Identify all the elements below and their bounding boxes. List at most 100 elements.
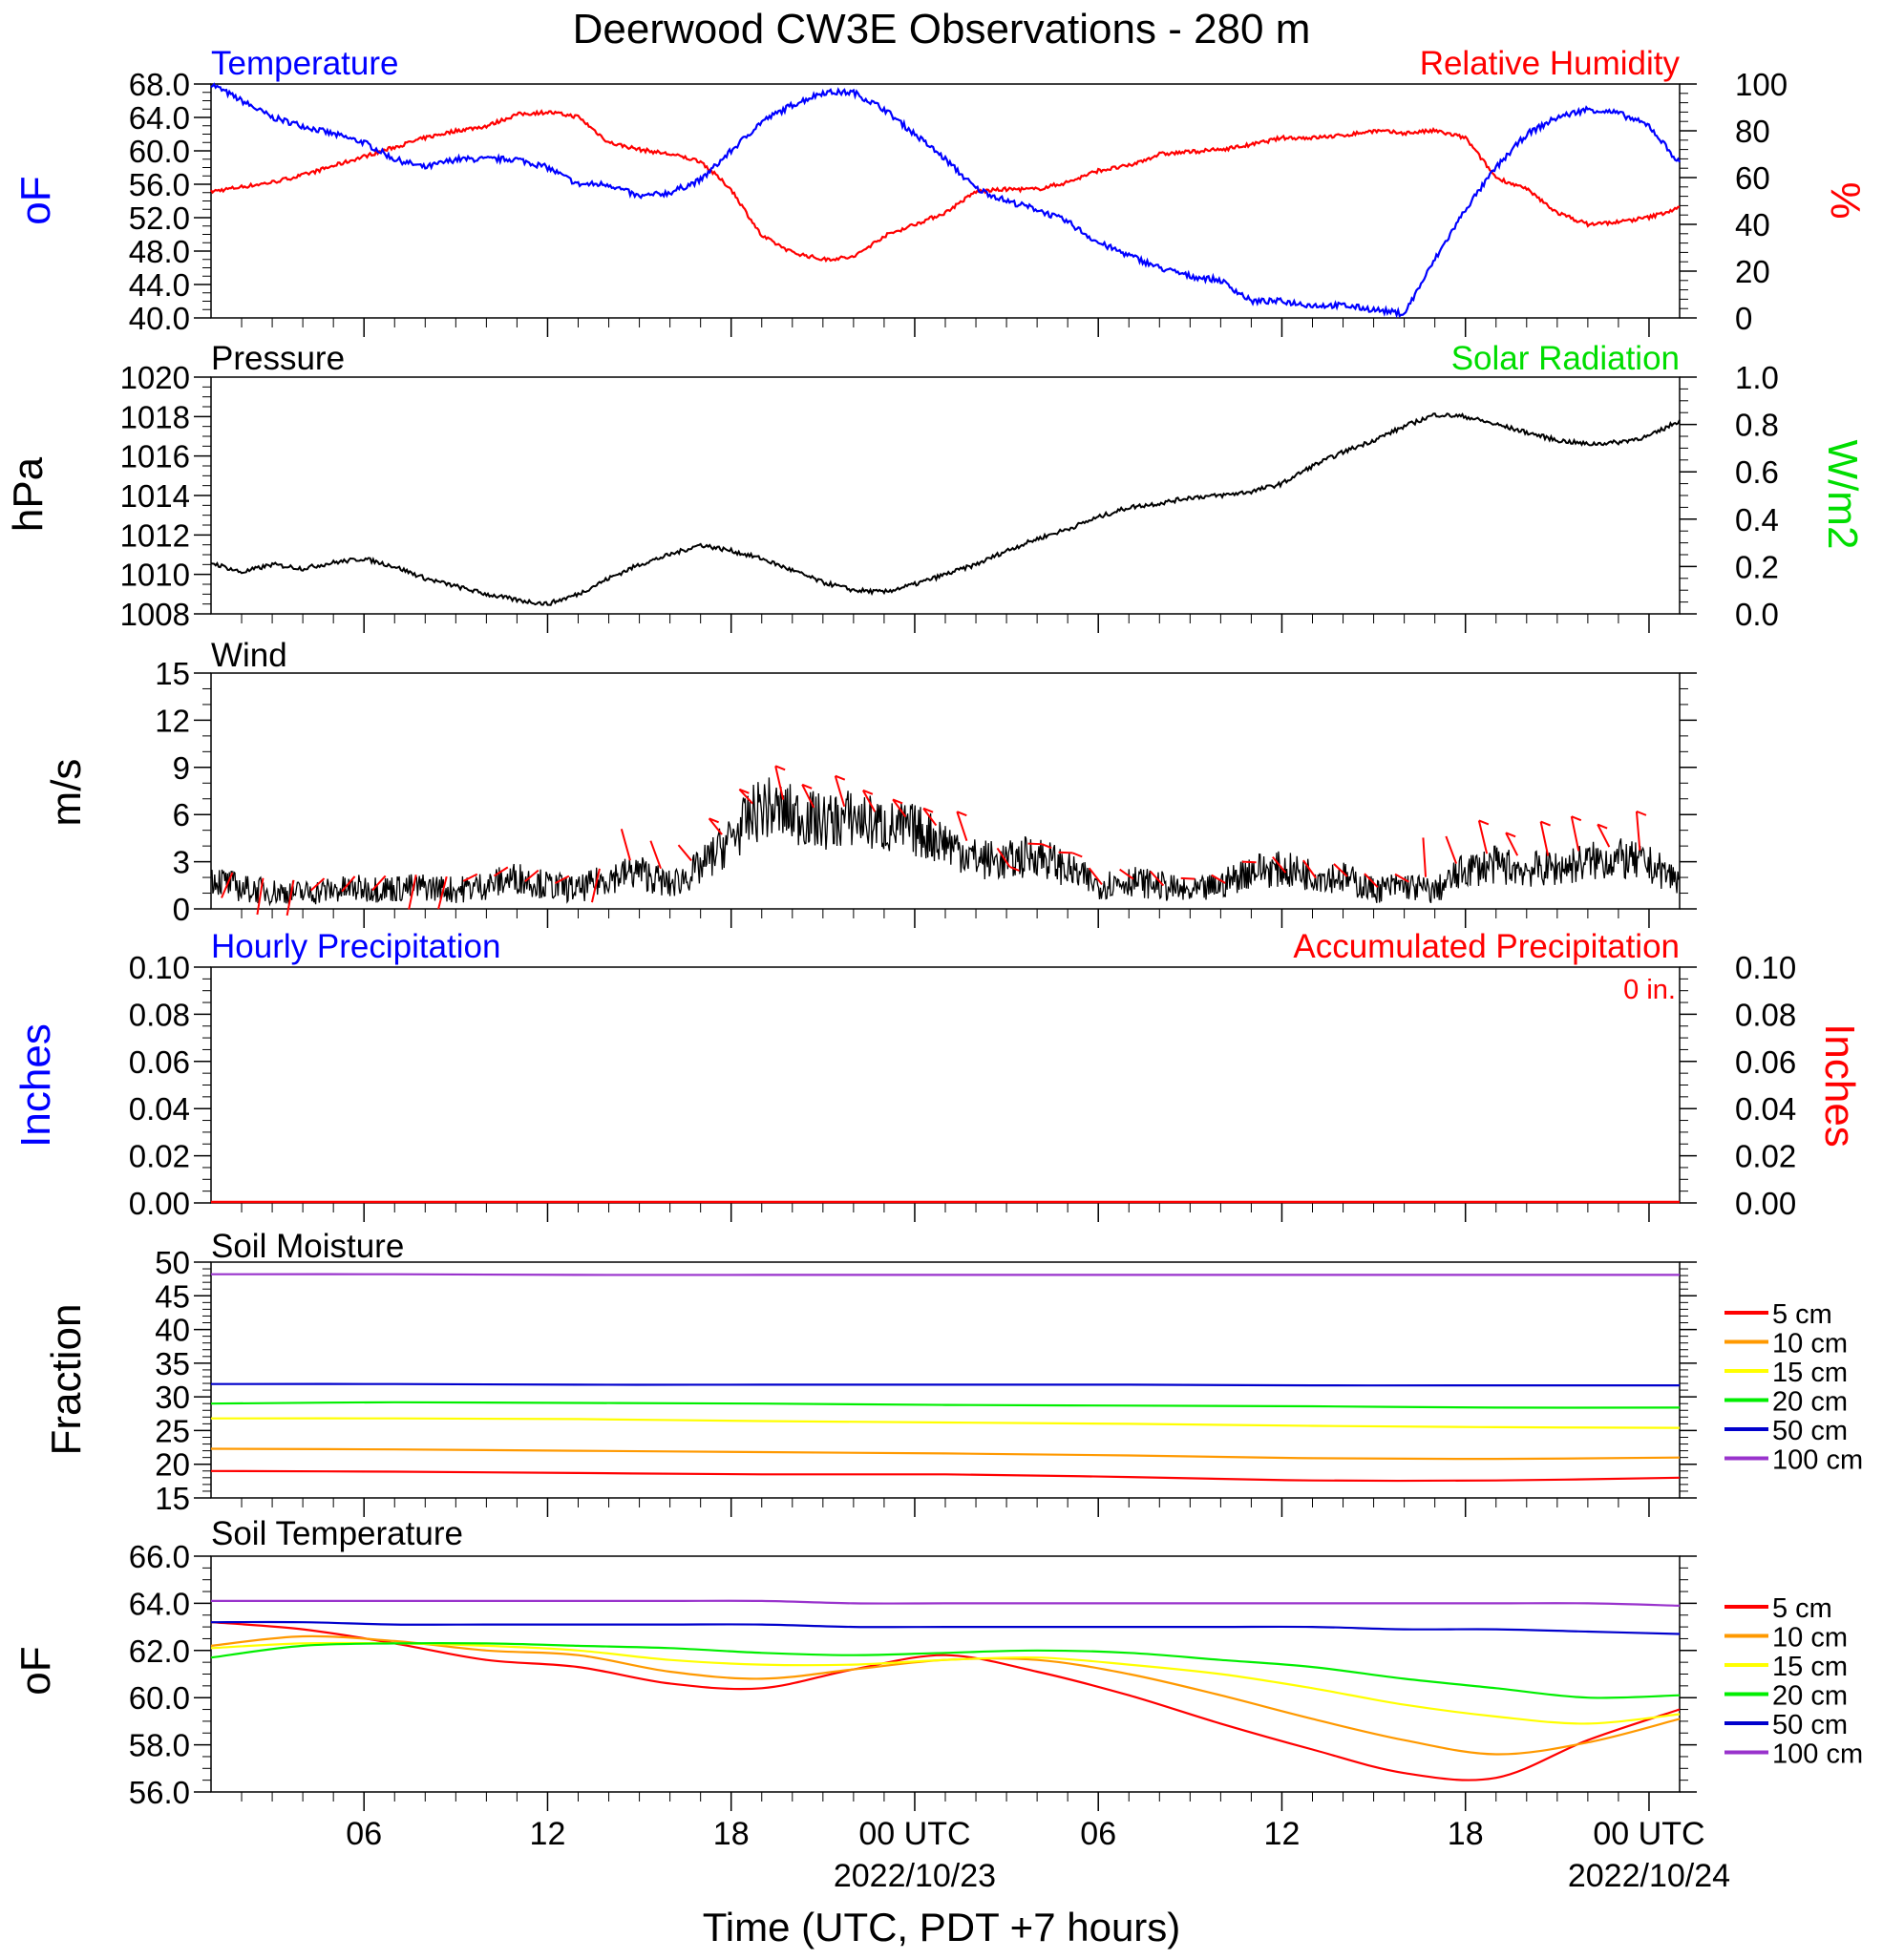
solar-axis-label: W/m2: [1819, 440, 1866, 550]
y-tick-label-left: 68.0: [129, 67, 190, 102]
soil-temp-title: Soil Temperature: [211, 1515, 463, 1552]
y-tick-label-right: 0.02: [1735, 1139, 1796, 1174]
y-tick-label-left: 35: [155, 1346, 190, 1381]
humidity-series-line: [210, 109, 1681, 263]
y-tick-label-left: 40.0: [129, 301, 190, 336]
y-tick-label-right: 80: [1735, 114, 1770, 149]
y-tick-label-left: 60.0: [129, 134, 190, 169]
y-tick-label-left: 0.08: [129, 997, 190, 1032]
wind-barb-flag: [892, 798, 903, 805]
soil-temp-series-3: [210, 1642, 1681, 1699]
wind-barb: [1272, 856, 1287, 874]
wind-barb: [1422, 837, 1428, 877]
wind-axis-label: m/s: [43, 759, 90, 827]
wind-barb: [922, 808, 938, 827]
wind-barb-flag: [801, 783, 813, 790]
wind-barb: [1088, 867, 1103, 886]
wind-barb: [996, 847, 1011, 868]
wind-barb: [286, 879, 295, 917]
pressure-title: Pressure: [211, 340, 345, 377]
y-tick-label-left: 60.0: [129, 1680, 190, 1716]
wind-barb: [1333, 863, 1348, 877]
wind-barb: [677, 844, 692, 862]
wind-barb: [309, 877, 326, 892]
wind-barb: [1570, 816, 1580, 852]
y-tick-label-right: 0.08: [1735, 997, 1796, 1032]
y-tick-label-right: 60: [1735, 160, 1770, 196]
wind-barb-flag: [1540, 820, 1551, 827]
legend-label: 5 cm: [1772, 1299, 1832, 1330]
wind-barb: [1027, 842, 1043, 846]
wind-speed-line: [210, 777, 1680, 907]
wind-barb: [708, 817, 723, 835]
y-tick-label-right: 0.4: [1735, 502, 1779, 537]
wind-barb: [493, 866, 509, 877]
pressure-axis-label: hPa: [5, 456, 52, 532]
wind-barb: [774, 766, 785, 800]
legend-label: 50 cm: [1772, 1710, 1848, 1740]
y-tick-label-left: 62.0: [129, 1633, 190, 1669]
y-tick-label-left: 0.02: [129, 1139, 190, 1174]
y-tick-label-left: 1016: [120, 439, 190, 474]
y-tick-label-right: 0.00: [1735, 1186, 1796, 1221]
accum-precip-axis-label: Inches: [1816, 1023, 1863, 1148]
hourly-precip-title: Hourly Precipitation: [211, 928, 500, 965]
panel-precip: 0.00 0.02 0.04 0.06 0.08 0.10 0.00 0.02 0.04 0.06…: [12, 928, 1863, 1222]
wind-barb-flag: [1009, 866, 1020, 872]
y-tick-label-left: 15: [155, 656, 190, 691]
wind-barb: [1477, 820, 1489, 854]
wind-barb: [738, 789, 753, 805]
soil-temp-series-0: [210, 1621, 1681, 1781]
page-title: Deerwood CW3E Observations - 280 m: [573, 6, 1311, 53]
soil-moisture-title: Soil Moisture: [211, 1228, 404, 1265]
soil-moisture-series-4: [210, 1382, 1680, 1387]
y-tick-label-left: 66.0: [129, 1539, 190, 1574]
wind-barb: [834, 775, 846, 808]
wind-barb-flag: [709, 817, 719, 824]
y-tick-label-left: 56.0: [129, 1775, 190, 1810]
wind-barb: [408, 875, 417, 910]
y-tick-label-left: 40: [155, 1313, 190, 1348]
wind-barb: [892, 798, 907, 818]
soil-temp-axis-label: oF: [12, 1646, 59, 1695]
y-tick-label-left: 30: [155, 1380, 190, 1415]
y-tick-label-left: 64.0: [129, 1586, 190, 1621]
wind-title: Wind: [211, 637, 287, 674]
y-tick-label-left: 15: [155, 1481, 190, 1516]
wind-barb: [554, 875, 570, 884]
wind-barb: [590, 868, 601, 903]
x-tick-label: 06: [346, 1816, 382, 1852]
accum-precip-title: Accumulated Precipitation: [1293, 928, 1680, 965]
wind-barb: [620, 829, 631, 861]
wind-barb: [956, 811, 968, 842]
y-tick-label-left: 44.0: [129, 267, 190, 303]
x-tick-label: 06: [1080, 1816, 1116, 1852]
x-tick-label: 18: [1448, 1816, 1484, 1852]
y-tick-label-left: 3: [173, 845, 190, 880]
y-tick-label-right: 0.2: [1735, 549, 1779, 584]
legend-label: 50 cm: [1772, 1416, 1848, 1446]
legend-label: 10 cm: [1772, 1329, 1848, 1359]
y-tick-label-left: 48.0: [129, 234, 190, 269]
legend-label: 20 cm: [1772, 1387, 1848, 1418]
wind-barb-flag: [1505, 832, 1516, 838]
wind-barb-flag: [1071, 852, 1083, 858]
wind-barb: [1180, 876, 1195, 880]
soil-temp-series-5: [211, 1599, 1681, 1607]
y-tick-label-left: 1018: [120, 399, 190, 434]
y-tick-label-right: 0.04: [1735, 1091, 1796, 1127]
y-tick-label-left: 6: [173, 797, 190, 832]
wind-barb-flag: [1478, 819, 1490, 826]
wind-barb-flag: [739, 788, 750, 794]
wind-barb: [1539, 821, 1550, 856]
wind-barb: [1302, 859, 1317, 879]
solar-title: Solar Radiation: [1451, 340, 1680, 377]
y-tick-label-left: 0.04: [129, 1091, 190, 1127]
panel-temp-rh: 40.044.048.052.056.060.064.068.0 0 20 40 60 8…: [12, 45, 1869, 337]
wind-barb: [462, 873, 478, 882]
y-tick-label-right: 0.0: [1735, 597, 1779, 632]
soil-moisture-series-1: [210, 1447, 1681, 1461]
